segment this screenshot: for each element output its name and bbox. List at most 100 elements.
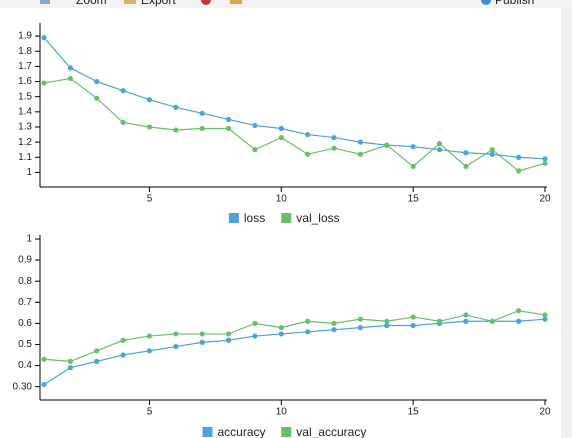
- point: [146, 124, 153, 130]
- point: [516, 318, 522, 324]
- y-tick-label: 0.9: [18, 255, 32, 266]
- point: [173, 331, 179, 337]
- y-tick-label: 1.7: [18, 61, 32, 72]
- legend-label: accuracy: [218, 425, 266, 438]
- point: [67, 65, 73, 71]
- point: [67, 365, 73, 371]
- export-button[interactable]: Export: [141, 0, 176, 7]
- point: [41, 381, 47, 388]
- publish-button[interactable]: Publish: [495, 0, 534, 7]
- point: [384, 142, 390, 148]
- y-tick-label: 0.6: [18, 318, 32, 329]
- point: [489, 151, 495, 157]
- point: [357, 325, 364, 331]
- point: [225, 116, 232, 123]
- point: [384, 318, 390, 324]
- legend-swatch: [228, 213, 239, 223]
- point: [436, 147, 443, 153]
- point: [120, 88, 126, 94]
- legend-swatch: [281, 213, 292, 223]
- x-tick-label: 20: [539, 194, 551, 205]
- clear-icon[interactable]: [201, 0, 211, 5]
- point: [357, 139, 364, 145]
- series-line: [43, 37, 546, 160]
- point: [199, 125, 205, 132]
- y-tick-label: 1.1: [18, 152, 32, 163]
- point: [41, 35, 47, 41]
- y-tick-label: 1.8: [18, 46, 32, 57]
- point: [331, 320, 337, 326]
- zoom-icon: [40, 0, 50, 4]
- x-tick-label: 5: [147, 407, 153, 418]
- series-line: [43, 310, 546, 362]
- point: [67, 358, 73, 364]
- point: [94, 78, 100, 85]
- point: [516, 154, 522, 160]
- publish-icon: [481, 0, 491, 5]
- point: [278, 134, 284, 141]
- point: [173, 343, 179, 350]
- x-tick-label: 10: [276, 194, 288, 205]
- point: [278, 325, 284, 331]
- point: [199, 331, 205, 337]
- legend-label: val_loss: [296, 211, 339, 225]
- broom-icon[interactable]: [230, 0, 242, 4]
- point: [331, 134, 337, 141]
- point: [41, 356, 47, 362]
- point: [331, 327, 337, 333]
- point: [278, 331, 284, 337]
- point: [542, 160, 548, 166]
- point: [436, 141, 443, 147]
- point: [436, 318, 443, 324]
- export-icon: [124, 0, 136, 4]
- point: [331, 145, 337, 151]
- zoom-button[interactable]: Zoom: [76, 0, 107, 7]
- y-tick-label: 1.3: [18, 122, 32, 133]
- point: [120, 352, 126, 358]
- point: [305, 329, 311, 335]
- x-tick-label: 15: [408, 407, 420, 418]
- point: [410, 314, 416, 320]
- legend-label: loss: [244, 211, 265, 225]
- point: [173, 127, 179, 133]
- y-tick-label: 1.9: [18, 31, 32, 42]
- scrollbar[interactable]: [561, 8, 572, 438]
- point: [252, 320, 258, 326]
- legend-swatch: [281, 427, 292, 437]
- y-tick-label: 0.8: [18, 276, 32, 287]
- point: [463, 312, 469, 318]
- point: [120, 337, 126, 343]
- x-tick-label: 10: [276, 407, 288, 418]
- point: [173, 104, 179, 110]
- point: [305, 131, 311, 138]
- point: [542, 156, 548, 162]
- point: [199, 110, 205, 116]
- point: [146, 333, 153, 339]
- point: [410, 322, 416, 329]
- point: [199, 339, 205, 345]
- point: [120, 119, 126, 126]
- point: [463, 150, 469, 156]
- legend-label: val_accuracy: [296, 425, 366, 438]
- point: [252, 333, 258, 339]
- y-tick-label: 1: [26, 167, 32, 178]
- x-tick-label: 20: [539, 407, 551, 418]
- y-tick-label: 1.2: [18, 137, 32, 148]
- point: [67, 75, 73, 82]
- point: [146, 348, 153, 354]
- point: [489, 147, 495, 153]
- point: [94, 348, 100, 354]
- y-tick-label: 1: [26, 234, 32, 245]
- point: [305, 151, 311, 157]
- y-tick-label: 0.4: [18, 360, 32, 371]
- x-tick-label: 5: [147, 194, 153, 205]
- point: [357, 151, 364, 157]
- point: [516, 168, 522, 174]
- point: [410, 144, 416, 150]
- point: [225, 125, 232, 132]
- toolbar-bg: [0, 0, 572, 8]
- y-tick-label: 0.30: [13, 381, 33, 392]
- point: [463, 318, 469, 324]
- point: [384, 322, 390, 329]
